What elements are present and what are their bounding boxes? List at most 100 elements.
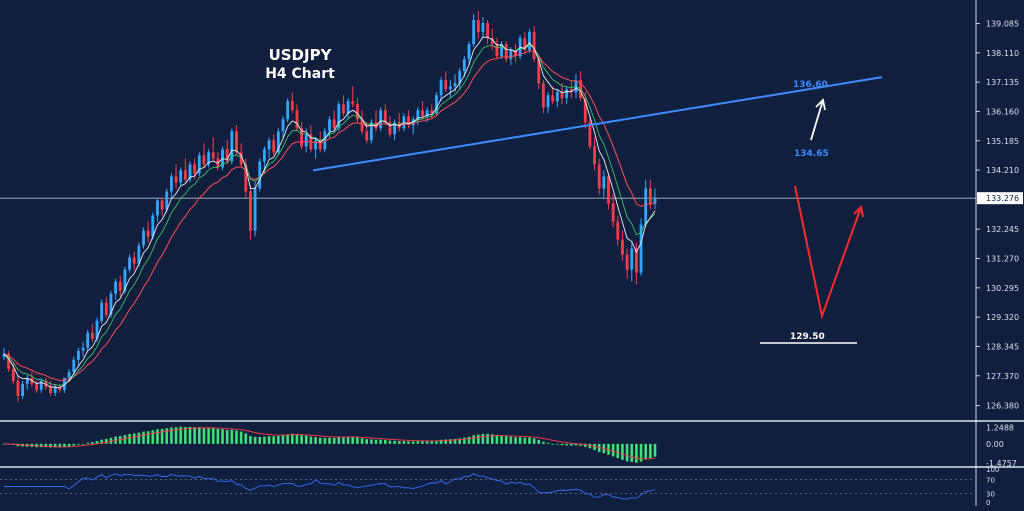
macd-histogram-bar xyxy=(160,428,164,444)
y-tick-label: 132.245 xyxy=(986,225,1019,234)
rsi-tick-label: 100 xyxy=(986,466,999,474)
candle-body xyxy=(342,104,345,114)
macd-histogram-bar xyxy=(472,435,475,444)
current-price-box xyxy=(977,192,1023,205)
macd-histogram-bar xyxy=(458,438,461,444)
macd-histogram-bar xyxy=(142,431,145,444)
macd-histogram-bar xyxy=(81,443,85,445)
macd-histogram-bar xyxy=(481,433,485,444)
macd-histogram-bar xyxy=(253,436,257,444)
macd-histogram-bar xyxy=(393,440,396,444)
macd-histogram-bar xyxy=(514,437,517,444)
macd-histogram-bar xyxy=(170,427,173,444)
macd-histogram-bar xyxy=(249,436,252,444)
candle-body xyxy=(100,302,104,321)
y-tick-label: 138.110 xyxy=(986,49,1019,58)
candle-body xyxy=(453,83,457,87)
candle-body xyxy=(276,131,280,153)
candle-body xyxy=(621,239,624,255)
macd-histogram-bar xyxy=(156,429,159,444)
macd-histogram-bar xyxy=(411,441,415,444)
macd-histogram-bar xyxy=(421,441,424,444)
candle-body xyxy=(639,224,643,273)
macd-histogram-bar xyxy=(286,434,289,444)
candle-body xyxy=(625,254,629,270)
candle-body xyxy=(346,101,350,114)
y-tick-label: 127.370 xyxy=(986,372,1019,381)
candle-body xyxy=(560,92,564,99)
candle-body xyxy=(2,353,6,357)
macd-histogram-bar xyxy=(644,443,647,460)
macd-histogram-bar xyxy=(388,440,392,444)
macd-histogram-bar xyxy=(370,439,373,444)
candle-body xyxy=(118,281,122,291)
macd-histogram-bar xyxy=(239,431,243,444)
candle-body xyxy=(239,152,243,165)
macd-histogram-bar xyxy=(146,431,150,444)
candle-body xyxy=(39,380,43,390)
macd-histogram-bar xyxy=(500,435,503,444)
candle-body xyxy=(332,119,336,129)
candle-body xyxy=(286,101,290,120)
candle-body xyxy=(7,353,11,369)
candle-body xyxy=(425,110,429,117)
y-tick-label: 136.160 xyxy=(986,107,1019,116)
macd-histogram-bar xyxy=(583,443,587,447)
candle-body xyxy=(500,44,503,57)
candle-body xyxy=(21,383,24,396)
candle-body xyxy=(565,89,569,99)
candle-body xyxy=(95,320,99,339)
candle-body xyxy=(244,164,248,192)
macd-histogram-bar xyxy=(532,438,536,444)
candle-body xyxy=(30,377,34,384)
macd-histogram-bar xyxy=(132,433,136,444)
candle-body xyxy=(644,188,648,225)
macd-histogram-bar xyxy=(309,436,313,444)
candle-body xyxy=(495,44,499,57)
candle-body xyxy=(25,377,29,384)
macd-histogram-bar xyxy=(542,441,545,444)
macd-histogram-bar xyxy=(444,439,448,444)
candle-body xyxy=(151,215,155,237)
candle-body xyxy=(588,122,592,147)
macd-histogram-bar xyxy=(105,438,108,444)
red-zigzag-arrow xyxy=(794,185,861,320)
y-tick-label: 128.345 xyxy=(986,342,1019,351)
macd-histogram-bar xyxy=(184,427,187,444)
macd-histogram-bar xyxy=(49,443,52,448)
candle-body xyxy=(597,164,601,189)
macd-histogram-bar xyxy=(551,443,554,445)
macd-histogram-bar xyxy=(304,435,308,444)
macd-histogram-bar xyxy=(449,439,452,444)
macd-histogram-bar xyxy=(537,439,541,444)
candle-body xyxy=(295,110,299,129)
macd-histogram-bar xyxy=(95,440,99,444)
macd-histogram-bar xyxy=(486,433,489,444)
macd-histogram-bar xyxy=(332,437,336,444)
macd-histogram-bar xyxy=(574,443,578,446)
y-tick-label: 126.380 xyxy=(986,402,1019,411)
macd-histogram-bar xyxy=(528,437,531,444)
macd-histogram-bar xyxy=(128,434,131,444)
macd-histogram-bar xyxy=(360,438,364,444)
y-tick-label: 130.295 xyxy=(986,284,1019,293)
candle-body xyxy=(551,95,555,102)
macd-histogram-bar xyxy=(258,436,262,444)
candle-body xyxy=(49,386,52,393)
macd-histogram-bar xyxy=(397,441,401,444)
macd-histogram-bar xyxy=(588,443,592,449)
candle-body xyxy=(607,176,610,204)
macd-histogram-bar xyxy=(653,443,657,457)
candle-body xyxy=(356,104,359,120)
candle-body xyxy=(467,44,471,60)
candle-body xyxy=(546,95,550,108)
moving-average-green xyxy=(3,44,656,387)
candle-body xyxy=(509,50,513,60)
candle-body xyxy=(648,188,652,204)
macd-histogram-bar xyxy=(58,443,62,448)
candle-body xyxy=(211,152,215,159)
y-tick-label: 139.085 xyxy=(986,19,1019,28)
candle-body xyxy=(165,191,169,210)
candle-body xyxy=(281,119,285,132)
